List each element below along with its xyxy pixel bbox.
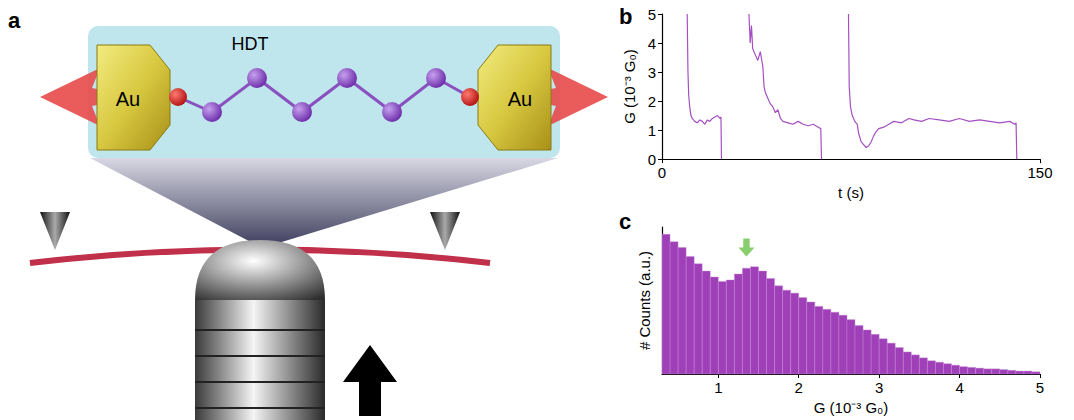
svg-text:Au: Au <box>116 88 140 110</box>
svg-text:1: 1 <box>714 379 722 396</box>
svg-text:4: 4 <box>955 379 963 396</box>
svg-text:G (10⁻³ G₀): G (10⁻³ G₀) <box>814 399 889 416</box>
svg-text:1: 1 <box>648 122 656 139</box>
svg-text:2: 2 <box>648 93 656 110</box>
svg-text:5: 5 <box>648 6 656 23</box>
svg-text:# Counts (a.u.): # Counts (a.u.) <box>636 251 653 350</box>
svg-text:150: 150 <box>1027 164 1052 181</box>
svg-text:HDT: HDT <box>232 34 269 54</box>
svg-text:b: b <box>619 4 632 29</box>
svg-text:0: 0 <box>658 164 666 181</box>
svg-text:a: a <box>8 8 21 33</box>
svg-text:Au: Au <box>508 88 532 110</box>
svg-text:3: 3 <box>648 64 656 81</box>
svg-text:2: 2 <box>795 379 803 396</box>
svg-text:t (s): t (s) <box>838 184 864 201</box>
svg-text:5: 5 <box>1036 379 1044 396</box>
svg-text:0: 0 <box>648 151 656 168</box>
svg-text:c: c <box>619 209 631 234</box>
svg-text:4: 4 <box>648 35 656 52</box>
svg-text:3: 3 <box>875 379 883 396</box>
svg-text:G (10⁻³ G₀): G (10⁻³ G₀) <box>621 49 638 124</box>
